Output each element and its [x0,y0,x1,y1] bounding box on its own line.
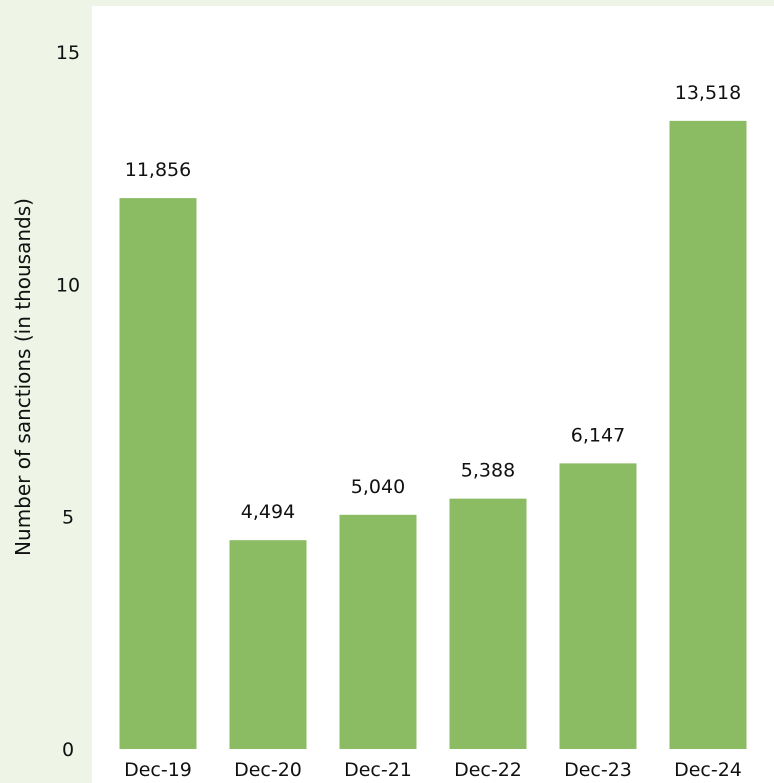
bar [449,498,527,749]
bar [559,463,637,749]
y-tick-label: 0 [62,739,74,761]
data-label: 11,856 [125,159,191,181]
bars [119,120,747,750]
y-axis-label: Number of sanctions (in thousands) [11,198,35,556]
data-label: 5,388 [461,460,515,482]
y-tick-label: 5 [62,507,74,529]
data-label: 6,147 [571,424,625,446]
x-tick-label: Dec-24 [674,759,742,781]
bar [339,514,417,749]
x-tick-label: Dec-22 [454,759,522,781]
bar [119,198,197,750]
data-label: 4,494 [241,501,295,523]
plot-area [92,6,774,783]
y-tick-label: 15 [56,42,80,64]
bar [229,540,307,749]
bar [669,120,747,750]
x-tick-label: Dec-21 [344,759,412,781]
y-axis-ticks: 0 5 10 15 [56,42,80,761]
y-tick-label: 10 [56,274,80,296]
x-tick-label: Dec-20 [234,759,302,781]
data-label: 13,518 [675,82,741,104]
data-labels: 11,856 4,494 5,040 5,388 6,147 13,518 [125,82,741,523]
x-tick-label: Dec-19 [124,759,192,781]
x-tick-label: Dec-23 [564,759,632,781]
x-axis-ticks: Dec-19 Dec-20 Dec-21 Dec-22 Dec-23 Dec-24 [124,759,742,781]
data-label: 5,040 [351,476,405,498]
